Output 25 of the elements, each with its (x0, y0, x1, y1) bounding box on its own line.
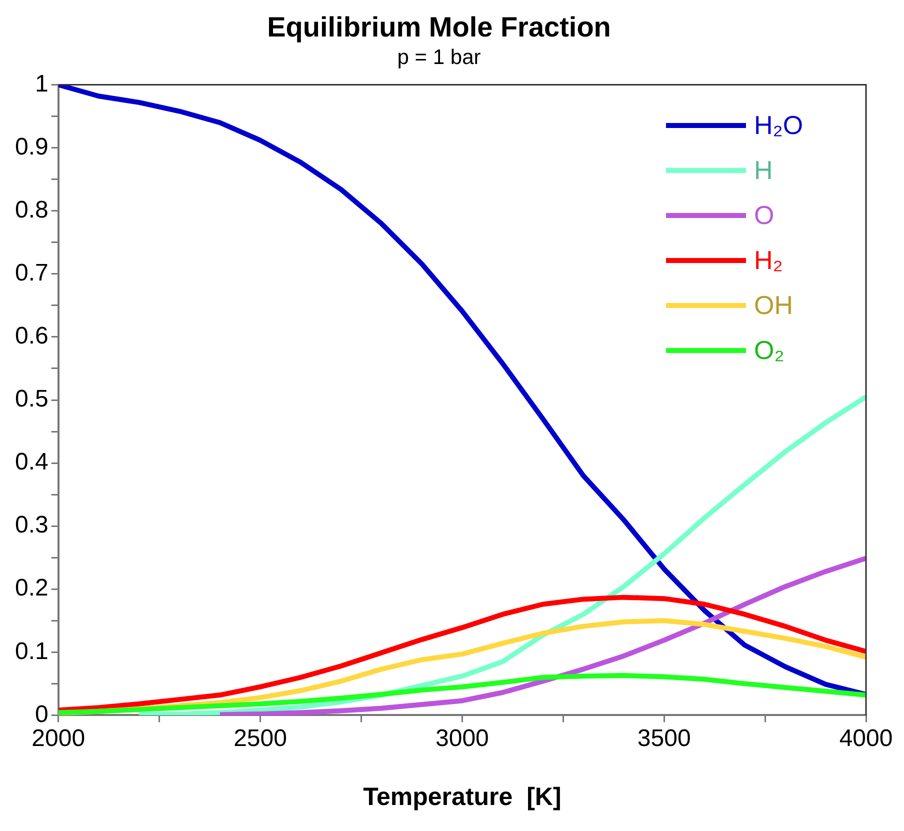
legend-label: H (754, 154, 773, 186)
y-tick-label: 0.2 (14, 574, 48, 602)
x-tick-label: 3500 (637, 725, 691, 752)
y-tick-label: 0.4 (14, 448, 48, 476)
legend-label: O₂ (754, 334, 784, 366)
y-tick-label: 0.7 (14, 260, 48, 287)
y-tick-label: 0.8 (14, 196, 48, 224)
x-tick-label: 2000 (32, 725, 86, 752)
x-axis-title: Temperature [K] (363, 782, 562, 811)
legend-label: OH (754, 290, 793, 321)
chart-subtitle: p = 1 bar (397, 46, 481, 69)
y-tick-label: 0.5 (14, 386, 48, 413)
x-tick-label: 2500 (234, 725, 287, 752)
legend-label: H₂O (754, 110, 804, 141)
chart-title: Equilibrium Mole Fraction (267, 12, 611, 43)
y-tick-label: 1 (35, 70, 48, 98)
legend-label: O (754, 200, 774, 231)
x-tick-label: 3000 (435, 725, 489, 752)
y-tick-label: 0.6 (14, 322, 48, 350)
y-tick-label: 0.3 (14, 512, 48, 539)
y-tick-label: 0.1 (14, 638, 48, 665)
y-tick-label: 0.9 (14, 133, 48, 160)
x-tick-label: 4000 (839, 725, 893, 752)
legend-label: H₂ (754, 244, 783, 276)
y-tick-label: 0 (35, 700, 48, 728)
